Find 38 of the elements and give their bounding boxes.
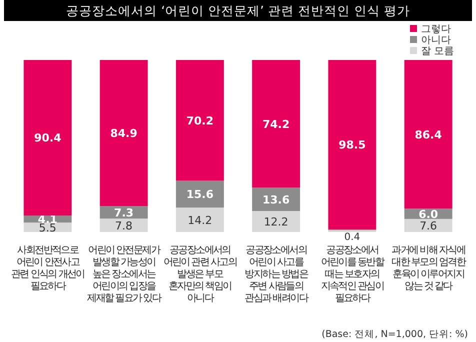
data-label: 84.9	[110, 127, 138, 140]
bar	[252, 211, 300, 232]
data-label: 7.8	[115, 219, 133, 232]
x-tick-label: 공공장소에서의 어린이 사고를 방지하는 방법은 주변 사람들의 관심과 배려이다	[244, 245, 309, 304]
x-tick-label: 어린이 안전문제가 발생할 가능성이 높은 장소에서는 어린이의 입장을 제재할 필요가 있다	[87, 245, 162, 304]
data-label: 14.2	[188, 214, 212, 227]
data-label: 7.6	[420, 219, 438, 232]
bar	[100, 218, 148, 232]
bar	[252, 60, 300, 188]
bar	[24, 60, 72, 216]
data-label: 15.6	[186, 188, 214, 202]
data-label: 0.4	[344, 232, 360, 244]
bar	[176, 208, 224, 232]
chart-title: 공공장소에서의 ‘어린이 안전문제’ 관련 전반적인 인식 평가	[66, 3, 410, 18]
data-label: 7.3	[114, 206, 134, 220]
x-tick-label: 공공장소에서 어린이를 동반할 때는 보호자의 지속적인 관심이 필요하다	[320, 245, 385, 304]
bar	[176, 60, 224, 181]
bar	[404, 60, 452, 209]
legend-label: 아니다	[421, 35, 451, 46]
data-label: 90.4	[34, 132, 62, 145]
data-label: 74.2	[262, 118, 290, 131]
bar	[100, 60, 148, 206]
data-label: 98.5	[338, 138, 366, 152]
data-label: 86.4	[414, 128, 442, 142]
x-tick-label: 공공장소에서의 어린이 관련 사고의 발생은 부모 혼자만의 책임이 아니다	[163, 245, 237, 304]
text: (Base: 전체, N=1,000, 단위: %)	[322, 329, 468, 340]
bar	[176, 180, 224, 208]
x-tick-label: 사회전반적으로 어린이 안전사고 관련 인식의 개선이 필요하다	[11, 245, 85, 292]
legend-label: 잘 모름	[421, 46, 454, 57]
bar	[404, 218, 452, 232]
data-label: 13.6	[262, 193, 290, 206]
x-tick-label: 과거에 비해 자식에 대한 부모의 엄격한 훈육이 이루어지지 않는 것 같다	[392, 245, 466, 292]
bar	[328, 60, 376, 230]
legend-label: 그렇다	[421, 24, 451, 35]
data-label: 6.0	[418, 208, 438, 221]
data-label: 70.2	[186, 114, 214, 128]
data-label: 12.2	[264, 216, 288, 229]
bar	[252, 188, 300, 212]
